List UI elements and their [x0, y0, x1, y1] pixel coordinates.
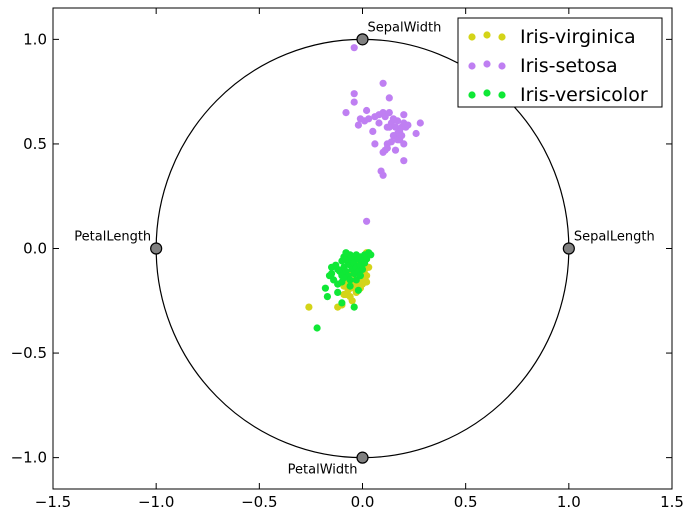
data-point-iris-setosa-14	[385, 94, 393, 102]
data-point-iris-setosa-42	[398, 132, 406, 140]
legend-marker-iris-virginica	[468, 33, 476, 41]
data-point-iris-setosa-6	[365, 115, 373, 123]
data-point-iris-virginica-32	[361, 278, 369, 286]
legend-marker-iris-versicolor	[468, 91, 476, 99]
anchor-label-sepalwidth: SepalWidth	[368, 20, 442, 35]
data-point-iris-setosa-38	[400, 157, 408, 165]
x-tick-label: 0.5	[454, 493, 478, 511]
data-point-iris-versicolor-44	[342, 249, 350, 257]
data-point-iris-versicolor-41	[350, 303, 358, 311]
data-point-iris-setosa-10	[371, 140, 379, 148]
data-point-iris-versicolor-49	[340, 274, 348, 282]
y-tick-label: −1.0	[11, 449, 47, 467]
axes: −1.5 −1.0 −0.5 0.0 0.5 1.0 1.5 −1.0 −0.5 0.0 0.5 1.…	[11, 7, 684, 511]
data-point-iris-setosa-2	[350, 98, 358, 106]
legend-marker-iris-virginica	[498, 33, 506, 41]
legend-label-iris-setosa: Iris-setosa	[520, 55, 618, 77]
anchor-marker-sepallength	[562, 242, 575, 255]
data-point-iris-setosa-34	[381, 146, 389, 154]
data-point-iris-setosa-26	[404, 121, 412, 129]
y-tick-label: 0.0	[23, 240, 47, 258]
data-point-iris-setosa-48	[363, 217, 371, 225]
data-point-iris-versicolor-48	[356, 272, 364, 280]
data-point-iris-versicolor-45	[334, 265, 342, 273]
legend-marker-iris-versicolor	[483, 89, 491, 97]
data-point-iris-setosa-4	[354, 121, 362, 129]
legend: Iris-virginica Iris-setosa Iris-versicolor	[457, 17, 663, 108]
plot-area: SepalWidth SepalLength PetalLength PetalWid…	[74, 20, 654, 477]
y-tick-label: 1.0	[23, 30, 47, 48]
data-point-iris-setosa-36	[379, 171, 387, 179]
data-point-iris-setosa-23	[400, 111, 408, 119]
data-point-iris-versicolor-2	[323, 293, 331, 301]
data-point-iris-setosa-0	[350, 44, 358, 52]
data-point-iris-setosa-47	[371, 113, 379, 121]
data-point-iris-setosa-16	[381, 113, 389, 121]
data-point-iris-versicolor-1	[321, 284, 329, 292]
x-tick-label: −0.5	[241, 493, 277, 511]
data-point-iris-virginica-25	[346, 293, 354, 301]
x-tick-label: 0.0	[351, 493, 375, 511]
legend-marker-iris-setosa	[498, 62, 506, 70]
legend-marker-iris-virginica	[483, 31, 491, 39]
legend-marker-iris-setosa	[468, 62, 476, 70]
data-point-iris-setosa-8	[356, 115, 364, 123]
x-tick-label: 1.0	[557, 493, 581, 511]
data-point-iris-versicolor-8	[334, 288, 342, 296]
legend-marker-iris-versicolor	[498, 91, 506, 99]
x-tick-label: −1.0	[138, 493, 174, 511]
data-point-iris-setosa-40	[416, 119, 424, 127]
y-tick-label: −0.5	[11, 344, 47, 362]
data-point-iris-versicolor-21	[346, 276, 354, 284]
data-point-iris-setosa-45	[391, 146, 400, 154]
x-tick-label: 1.5	[660, 493, 684, 511]
anchor-label-petallength: PetalLength	[74, 230, 151, 245]
data-point-iris-setosa-43	[389, 115, 397, 123]
data-point-iris-setosa-9	[369, 127, 377, 135]
points-group	[305, 44, 424, 332]
data-point-iris-virginica-0	[305, 303, 313, 311]
data-point-iris-setosa-7	[363, 106, 371, 115]
anchor-marker-petallength	[150, 242, 163, 255]
data-point-iris-versicolor-35	[358, 265, 367, 273]
data-point-iris-setosa-3	[342, 109, 350, 117]
data-point-iris-setosa-46	[375, 119, 383, 127]
legend-label-iris-versicolor: Iris-versicolor	[520, 84, 648, 106]
anchor-label-sepallength: SepalLength	[574, 230, 655, 245]
y-tick-label: 0.5	[23, 135, 47, 153]
data-point-iris-versicolor-40	[367, 251, 375, 259]
legend-marker-iris-setosa	[483, 60, 491, 68]
legend-box	[457, 17, 663, 108]
data-point-iris-versicolor-0	[313, 324, 321, 332]
data-point-iris-setosa-44	[385, 123, 393, 131]
data-point-iris-setosa-39	[412, 129, 420, 138]
data-point-iris-setosa-11	[379, 79, 387, 87]
data-point-iris-setosa-1	[350, 90, 358, 98]
data-point-iris-setosa-37	[400, 140, 408, 148]
legend-label-iris-virginica: Iris-virginica	[520, 26, 636, 48]
data-point-iris-versicolor-47	[346, 282, 354, 290]
data-point-iris-versicolor-43	[354, 286, 362, 294]
anchor-marker-sepalwidth	[356, 33, 369, 46]
anchor-marker-petalwidth	[356, 451, 369, 464]
data-point-iris-versicolor-46	[325, 272, 334, 280]
data-point-iris-versicolor-42	[338, 299, 346, 307]
x-tick-label: −1.5	[35, 493, 71, 511]
anchor-label-petalwidth: PetalWidth	[288, 463, 358, 478]
